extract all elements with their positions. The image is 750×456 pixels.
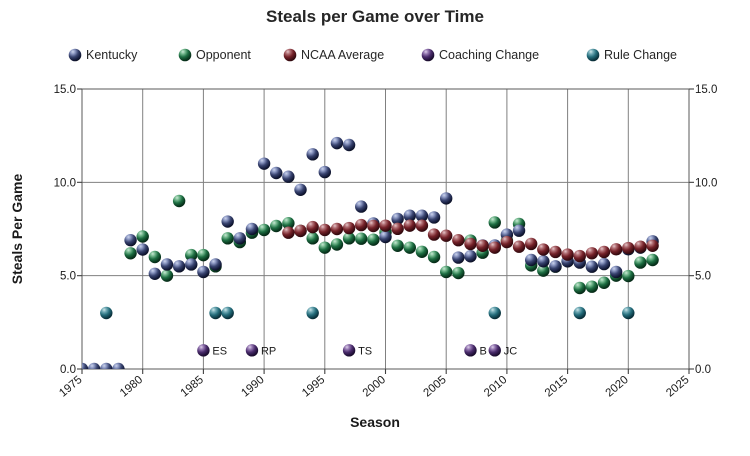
svg-text:ES: ES	[212, 345, 227, 357]
svg-text:Season: Season	[350, 414, 400, 430]
svg-text:TS: TS	[358, 345, 372, 357]
svg-text:B: B	[479, 345, 486, 357]
svg-text:2015: 2015	[543, 374, 570, 400]
svg-text:2005: 2005	[421, 374, 448, 400]
svg-text:15.0: 15.0	[695, 84, 717, 96]
svg-text:1990: 1990	[239, 374, 266, 400]
svg-text:1980: 1980	[118, 374, 145, 400]
svg-text:RP: RP	[261, 345, 276, 357]
svg-text:10.0: 10.0	[54, 177, 76, 189]
svg-text:2000: 2000	[361, 374, 388, 400]
svg-text:5.0: 5.0	[695, 271, 711, 283]
svg-text:Steals per Game over Time: Steals per Game over Time	[266, 7, 484, 26]
svg-text:1975: 1975	[57, 374, 84, 400]
svg-text:15.0: 15.0	[54, 84, 76, 96]
svg-text:1985: 1985	[179, 374, 206, 400]
svg-text:2020: 2020	[604, 374, 631, 400]
svg-text:JC: JC	[504, 345, 518, 357]
svg-text:0.0: 0.0	[60, 364, 76, 376]
svg-text:Kentucky: Kentucky	[86, 48, 138, 62]
svg-text:1995: 1995	[300, 374, 327, 400]
svg-text:Rule Change: Rule Change	[604, 48, 677, 62]
svg-text:5.0: 5.0	[60, 271, 76, 283]
svg-text:0.0: 0.0	[695, 364, 711, 376]
svg-text:Steals Per Game: Steals Per Game	[9, 174, 25, 285]
svg-text:2025: 2025	[664, 374, 691, 400]
svg-text:2010: 2010	[482, 374, 509, 400]
svg-text:Coaching Change: Coaching Change	[439, 48, 539, 62]
svg-text:Opponent: Opponent	[196, 48, 251, 62]
svg-text:NCAA Average: NCAA Average	[301, 48, 384, 62]
svg-text:10.0: 10.0	[695, 177, 717, 189]
